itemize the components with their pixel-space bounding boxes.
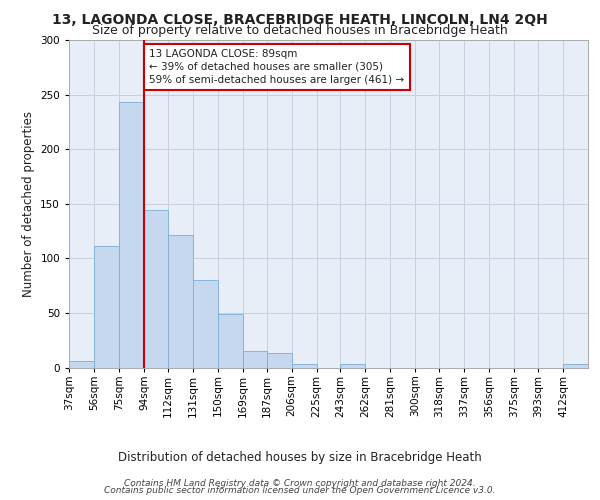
Bar <box>119 102 144 368</box>
Bar <box>340 364 365 368</box>
Bar <box>292 364 317 368</box>
Bar <box>168 236 193 368</box>
Bar <box>69 361 94 368</box>
Text: 13 LAGONDA CLOSE: 89sqm
← 39% of detached houses are smaller (305)
59% of semi-d: 13 LAGONDA CLOSE: 89sqm ← 39% of detache… <box>149 48 404 85</box>
Bar <box>94 246 119 368</box>
Bar <box>266 354 292 368</box>
Bar <box>144 210 168 368</box>
Y-axis label: Number of detached properties: Number of detached properties <box>22 111 35 296</box>
Text: Distribution of detached houses by size in Bracebridge Heath: Distribution of detached houses by size … <box>118 451 482 464</box>
Text: Contains public sector information licensed under the Open Government Licence v3: Contains public sector information licen… <box>104 486 496 495</box>
Bar <box>193 280 218 368</box>
Text: Contains HM Land Registry data © Crown copyright and database right 2024.: Contains HM Land Registry data © Crown c… <box>124 478 476 488</box>
Text: 13, LAGONDA CLOSE, BRACEBRIDGE HEATH, LINCOLN, LN4 2QH: 13, LAGONDA CLOSE, BRACEBRIDGE HEATH, LI… <box>52 12 548 26</box>
Bar <box>563 364 588 368</box>
Bar <box>218 314 243 368</box>
Bar <box>243 351 266 368</box>
Text: Size of property relative to detached houses in Bracebridge Heath: Size of property relative to detached ho… <box>92 24 508 37</box>
